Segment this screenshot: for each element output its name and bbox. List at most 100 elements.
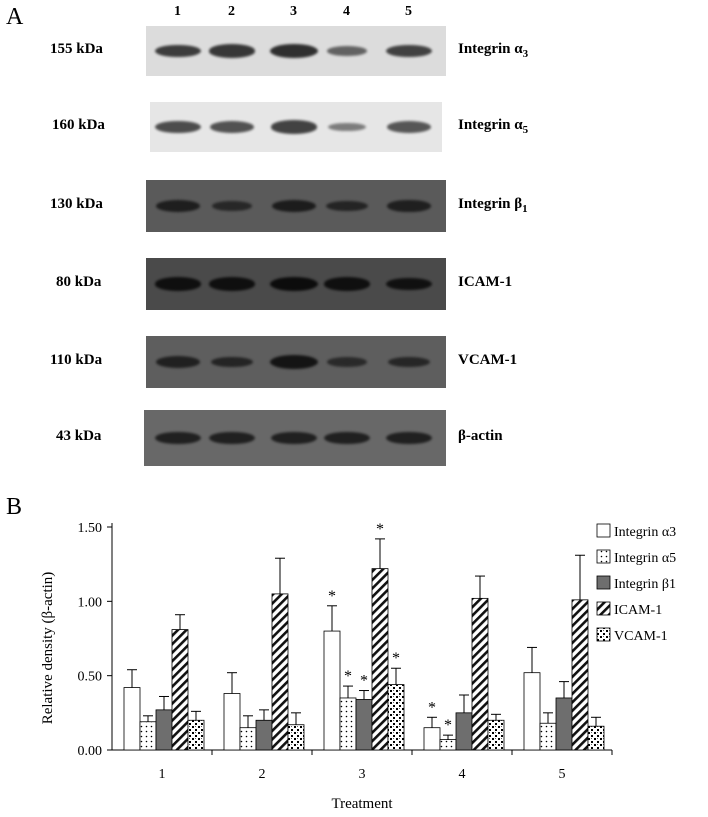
- bar: [355, 699, 373, 751]
- panel-b-label: B: [6, 494, 23, 520]
- protein-band: [387, 200, 431, 212]
- bar: [139, 721, 157, 751]
- protein-band: [326, 46, 368, 56]
- protein-band: [388, 356, 430, 368]
- protein-band: [326, 357, 368, 367]
- panel-a-label: A: [6, 4, 24, 30]
- protein-label: β-actin: [458, 428, 503, 445]
- bar: [371, 568, 389, 751]
- molecular-weight-label: 110 kDa: [50, 352, 103, 368]
- y-tick-label: 0.50: [78, 670, 103, 685]
- bar: [239, 727, 257, 751]
- protein-label: Integrin α3: [458, 41, 528, 60]
- protein-label: Integrin β1: [458, 196, 528, 215]
- bar: [187, 719, 205, 751]
- lane-label: 5: [405, 4, 412, 19]
- bar: [171, 629, 189, 751]
- significance-marker: *: [392, 650, 400, 667]
- protein-band: [326, 200, 368, 212]
- protein-name: Integrin β: [458, 196, 523, 212]
- bar: [271, 593, 289, 751]
- bar: [423, 727, 441, 751]
- y-tick-label: 1.00: [78, 595, 103, 610]
- protein-name: β-actin: [458, 428, 503, 444]
- significance-marker: *: [360, 673, 368, 690]
- bar: [123, 687, 141, 751]
- molecular-weight-label: 80 kDa: [56, 274, 102, 290]
- legend-swatch: [596, 575, 611, 590]
- legend-swatch: [596, 627, 611, 642]
- protein-band: [155, 120, 201, 134]
- protein-band: [324, 431, 370, 445]
- protein-band: [211, 201, 253, 211]
- lane-label: 1: [174, 4, 181, 19]
- protein-label: VCAM-1: [458, 352, 517, 369]
- legend-swatch: [596, 549, 611, 564]
- protein-band: [270, 277, 318, 291]
- significance-marker: *: [344, 668, 352, 685]
- protein-band: [154, 277, 202, 291]
- x-tick-label: 1: [159, 767, 166, 782]
- bar: [223, 693, 241, 751]
- protein-name: Integrin α: [458, 41, 523, 57]
- x-tick-label: 2: [259, 767, 266, 782]
- protein-label: ICAM-1: [458, 274, 512, 291]
- significance-marker: *: [428, 699, 436, 716]
- protein-band: [156, 200, 200, 212]
- bar: [255, 719, 273, 751]
- bar: [471, 597, 489, 751]
- protein-band: [155, 44, 201, 58]
- protein-band: [387, 121, 431, 133]
- y-axis-title: Relative density (β-actin): [40, 572, 56, 725]
- x-tick-label: 4: [459, 767, 466, 782]
- significance-marker: *: [328, 588, 336, 605]
- chart-axes: 0.00 0.50 1.00 1.50 1 2 3 4 5: [78, 521, 613, 782]
- significance-marker: *: [376, 521, 384, 538]
- y-tick-label: 1.50: [78, 521, 103, 536]
- bar: [587, 725, 605, 751]
- protein-name: Integrin α: [458, 117, 523, 133]
- protein-band: [156, 356, 200, 368]
- legend-label: Integrin β1: [614, 577, 676, 592]
- legend-swatch: [596, 601, 611, 616]
- protein-band: [386, 431, 432, 445]
- molecular-weight-label: 155 kDa: [50, 41, 103, 57]
- x-tick-label: 3: [359, 767, 366, 782]
- protein-band: [386, 277, 432, 291]
- protein-subscript: 5: [522, 124, 529, 136]
- protein-band: [327, 122, 367, 132]
- bar: [387, 684, 405, 751]
- protein-subscript: 3: [522, 48, 529, 60]
- protein-band: [155, 431, 201, 445]
- molecular-weight-label: 43 kDa: [56, 428, 102, 444]
- protein-band: [271, 431, 317, 445]
- chart-bars: * * * * * * *: [123, 521, 605, 751]
- protein-band: [386, 44, 432, 58]
- legend-label: Integrin α5: [614, 551, 676, 566]
- bar: [539, 722, 557, 751]
- protein-band: [208, 44, 256, 58]
- chart-legend: Integrin α3 Integrin α5 Integrin β1 ICAM-1 V…: [596, 523, 676, 644]
- protein-band: [210, 356, 254, 368]
- protein-band: [271, 200, 317, 212]
- x-tick-label: 5: [559, 767, 566, 782]
- bar: [523, 672, 541, 751]
- x-axis-title: Treatment: [331, 796, 393, 812]
- molecular-weight-label: 160 kDa: [52, 117, 105, 133]
- bar: [339, 697, 357, 751]
- protein-name: ICAM-1: [458, 274, 513, 290]
- protein-band: [270, 44, 318, 58]
- bar: [287, 724, 305, 751]
- protein-subscript: 1: [522, 203, 528, 215]
- y-tick-label: 0.00: [78, 744, 103, 759]
- protein-band: [270, 355, 318, 369]
- bar: [571, 599, 589, 751]
- protein-band: [270, 120, 318, 134]
- bar: [455, 712, 473, 751]
- lane-label: 3: [290, 4, 297, 19]
- legend-label: Integrin α3: [614, 525, 676, 540]
- bar: [555, 697, 573, 751]
- protein-name: VCAM-1: [458, 352, 518, 368]
- molecular-weight-label: 130 kDa: [50, 196, 103, 212]
- lane-label: 2: [228, 4, 235, 19]
